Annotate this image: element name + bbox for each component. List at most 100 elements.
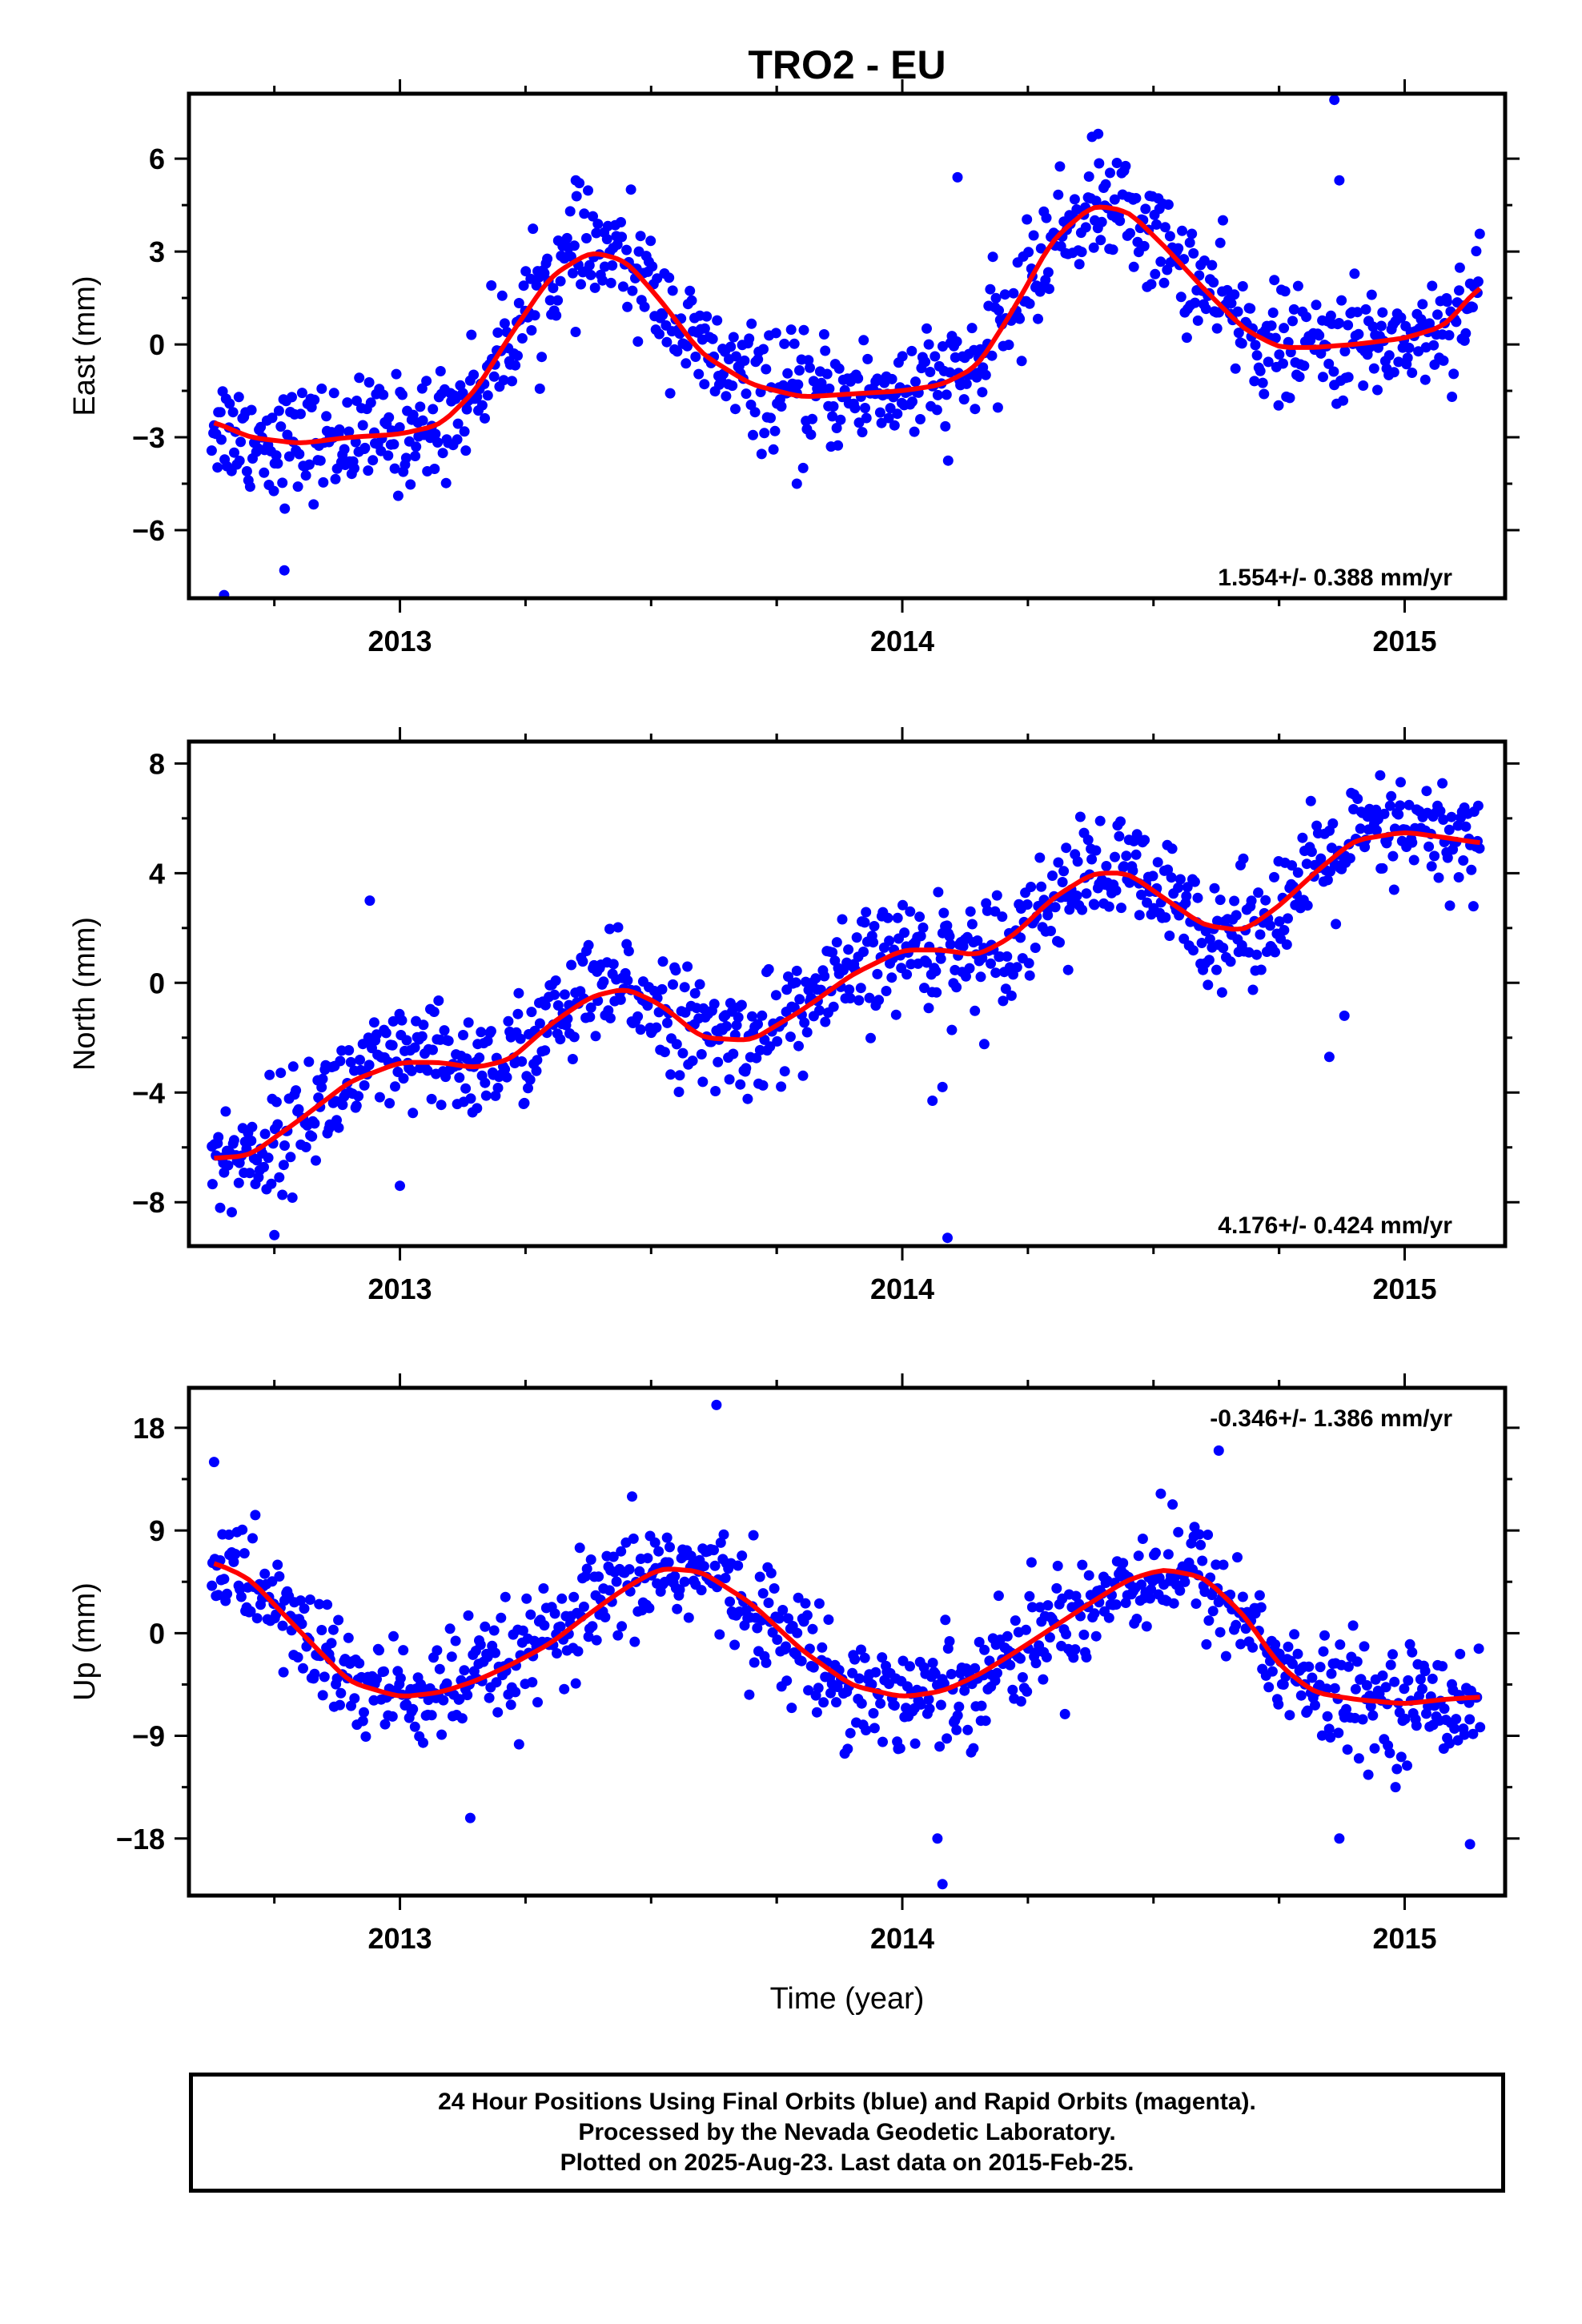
data-point — [1421, 786, 1432, 797]
data-point — [1385, 1659, 1396, 1671]
data-point — [1377, 1670, 1388, 1681]
data-point — [273, 405, 284, 416]
data-point — [1403, 342, 1415, 353]
data-point — [783, 1613, 793, 1624]
data-point — [952, 1710, 963, 1721]
data-point — [772, 1634, 783, 1645]
data-point — [794, 994, 805, 1005]
data-point — [227, 1207, 237, 1218]
data-point — [247, 1121, 258, 1132]
data-point — [980, 369, 991, 380]
data-point — [987, 251, 998, 263]
data-point — [1173, 243, 1184, 254]
data-point — [1458, 855, 1469, 866]
data-point — [538, 1583, 549, 1594]
data-point — [233, 392, 244, 403]
data-point — [1215, 1626, 1226, 1638]
data-point — [1454, 285, 1464, 296]
data-point — [1468, 302, 1478, 313]
data-point — [1110, 851, 1120, 862]
data-point — [274, 1571, 285, 1582]
data-point — [615, 994, 626, 1005]
data-point — [856, 1698, 867, 1709]
data-point — [954, 1701, 965, 1712]
data-point — [417, 415, 428, 426]
data-point — [1372, 384, 1383, 396]
data-point — [1383, 350, 1395, 361]
panel-up: 2013 2014 2015 −18 −9 0 9 18 Up (mm) -0.346+/- 1.… — [68, 1373, 1520, 1955]
data-point — [1247, 1642, 1259, 1653]
data-point — [534, 1018, 545, 1029]
data-point — [990, 906, 1001, 917]
data-point — [733, 1560, 744, 1571]
data-point — [853, 1673, 865, 1684]
data-point — [517, 1625, 528, 1636]
data-point — [440, 477, 452, 489]
data-point — [570, 1678, 581, 1689]
data-point — [512, 1008, 524, 1019]
data-point — [566, 959, 577, 971]
data-point — [827, 411, 838, 422]
data-point — [1361, 1680, 1372, 1691]
data-point — [1315, 1662, 1326, 1673]
data-point — [1226, 298, 1237, 309]
data-point — [625, 184, 636, 195]
data-point — [456, 1713, 468, 1724]
data-point — [741, 388, 752, 400]
data-point — [353, 1091, 364, 1102]
data-point — [1339, 346, 1351, 357]
data-point — [1003, 340, 1014, 351]
data-point — [1342, 1744, 1353, 1755]
data-point — [222, 1588, 233, 1599]
y-tick-label: −9 — [132, 1720, 165, 1753]
trend-line — [213, 1561, 1480, 1706]
data-point — [513, 987, 524, 999]
data-point — [1438, 355, 1449, 366]
data-point — [1419, 1666, 1431, 1677]
data-point — [925, 367, 936, 377]
data-point — [889, 1700, 900, 1711]
data-point — [942, 920, 953, 931]
data-point — [1208, 277, 1219, 288]
data-point — [319, 1671, 330, 1683]
data-point — [1452, 820, 1464, 831]
data-point — [1468, 901, 1479, 912]
data-point — [1191, 1598, 1202, 1609]
data-point — [1204, 934, 1215, 945]
data-point — [505, 1699, 516, 1711]
data-point — [1255, 964, 1267, 975]
data-point — [282, 429, 293, 440]
data-point — [742, 1093, 753, 1104]
data-point — [317, 1073, 328, 1084]
data-point — [1413, 346, 1424, 357]
data-point — [525, 1609, 536, 1620]
y-tick-label: −3 — [132, 421, 165, 454]
data-point — [416, 1031, 428, 1042]
data-point — [480, 1621, 491, 1632]
data-point — [1022, 899, 1033, 910]
data-point — [1274, 349, 1285, 360]
data-point — [1207, 1606, 1219, 1617]
data-point — [583, 185, 593, 196]
data-point — [401, 1035, 412, 1046]
data-point — [1395, 1751, 1407, 1763]
y-tick-label: −6 — [132, 514, 165, 547]
data-point — [287, 1192, 298, 1203]
data-point — [821, 368, 833, 380]
data-point — [1192, 315, 1203, 326]
data-point — [1318, 1646, 1329, 1657]
data-point — [1323, 1051, 1335, 1063]
data-point — [371, 1029, 382, 1040]
data-point — [757, 1080, 769, 1091]
data-point — [831, 937, 842, 948]
data-point — [859, 917, 870, 928]
data-point — [1284, 392, 1295, 404]
data-point — [251, 1613, 263, 1624]
data-point — [241, 466, 252, 476]
data-point — [728, 332, 739, 343]
data-point — [1315, 348, 1327, 359]
data-point — [1131, 829, 1142, 840]
data-point — [1407, 368, 1418, 378]
trend-line — [213, 204, 1482, 445]
